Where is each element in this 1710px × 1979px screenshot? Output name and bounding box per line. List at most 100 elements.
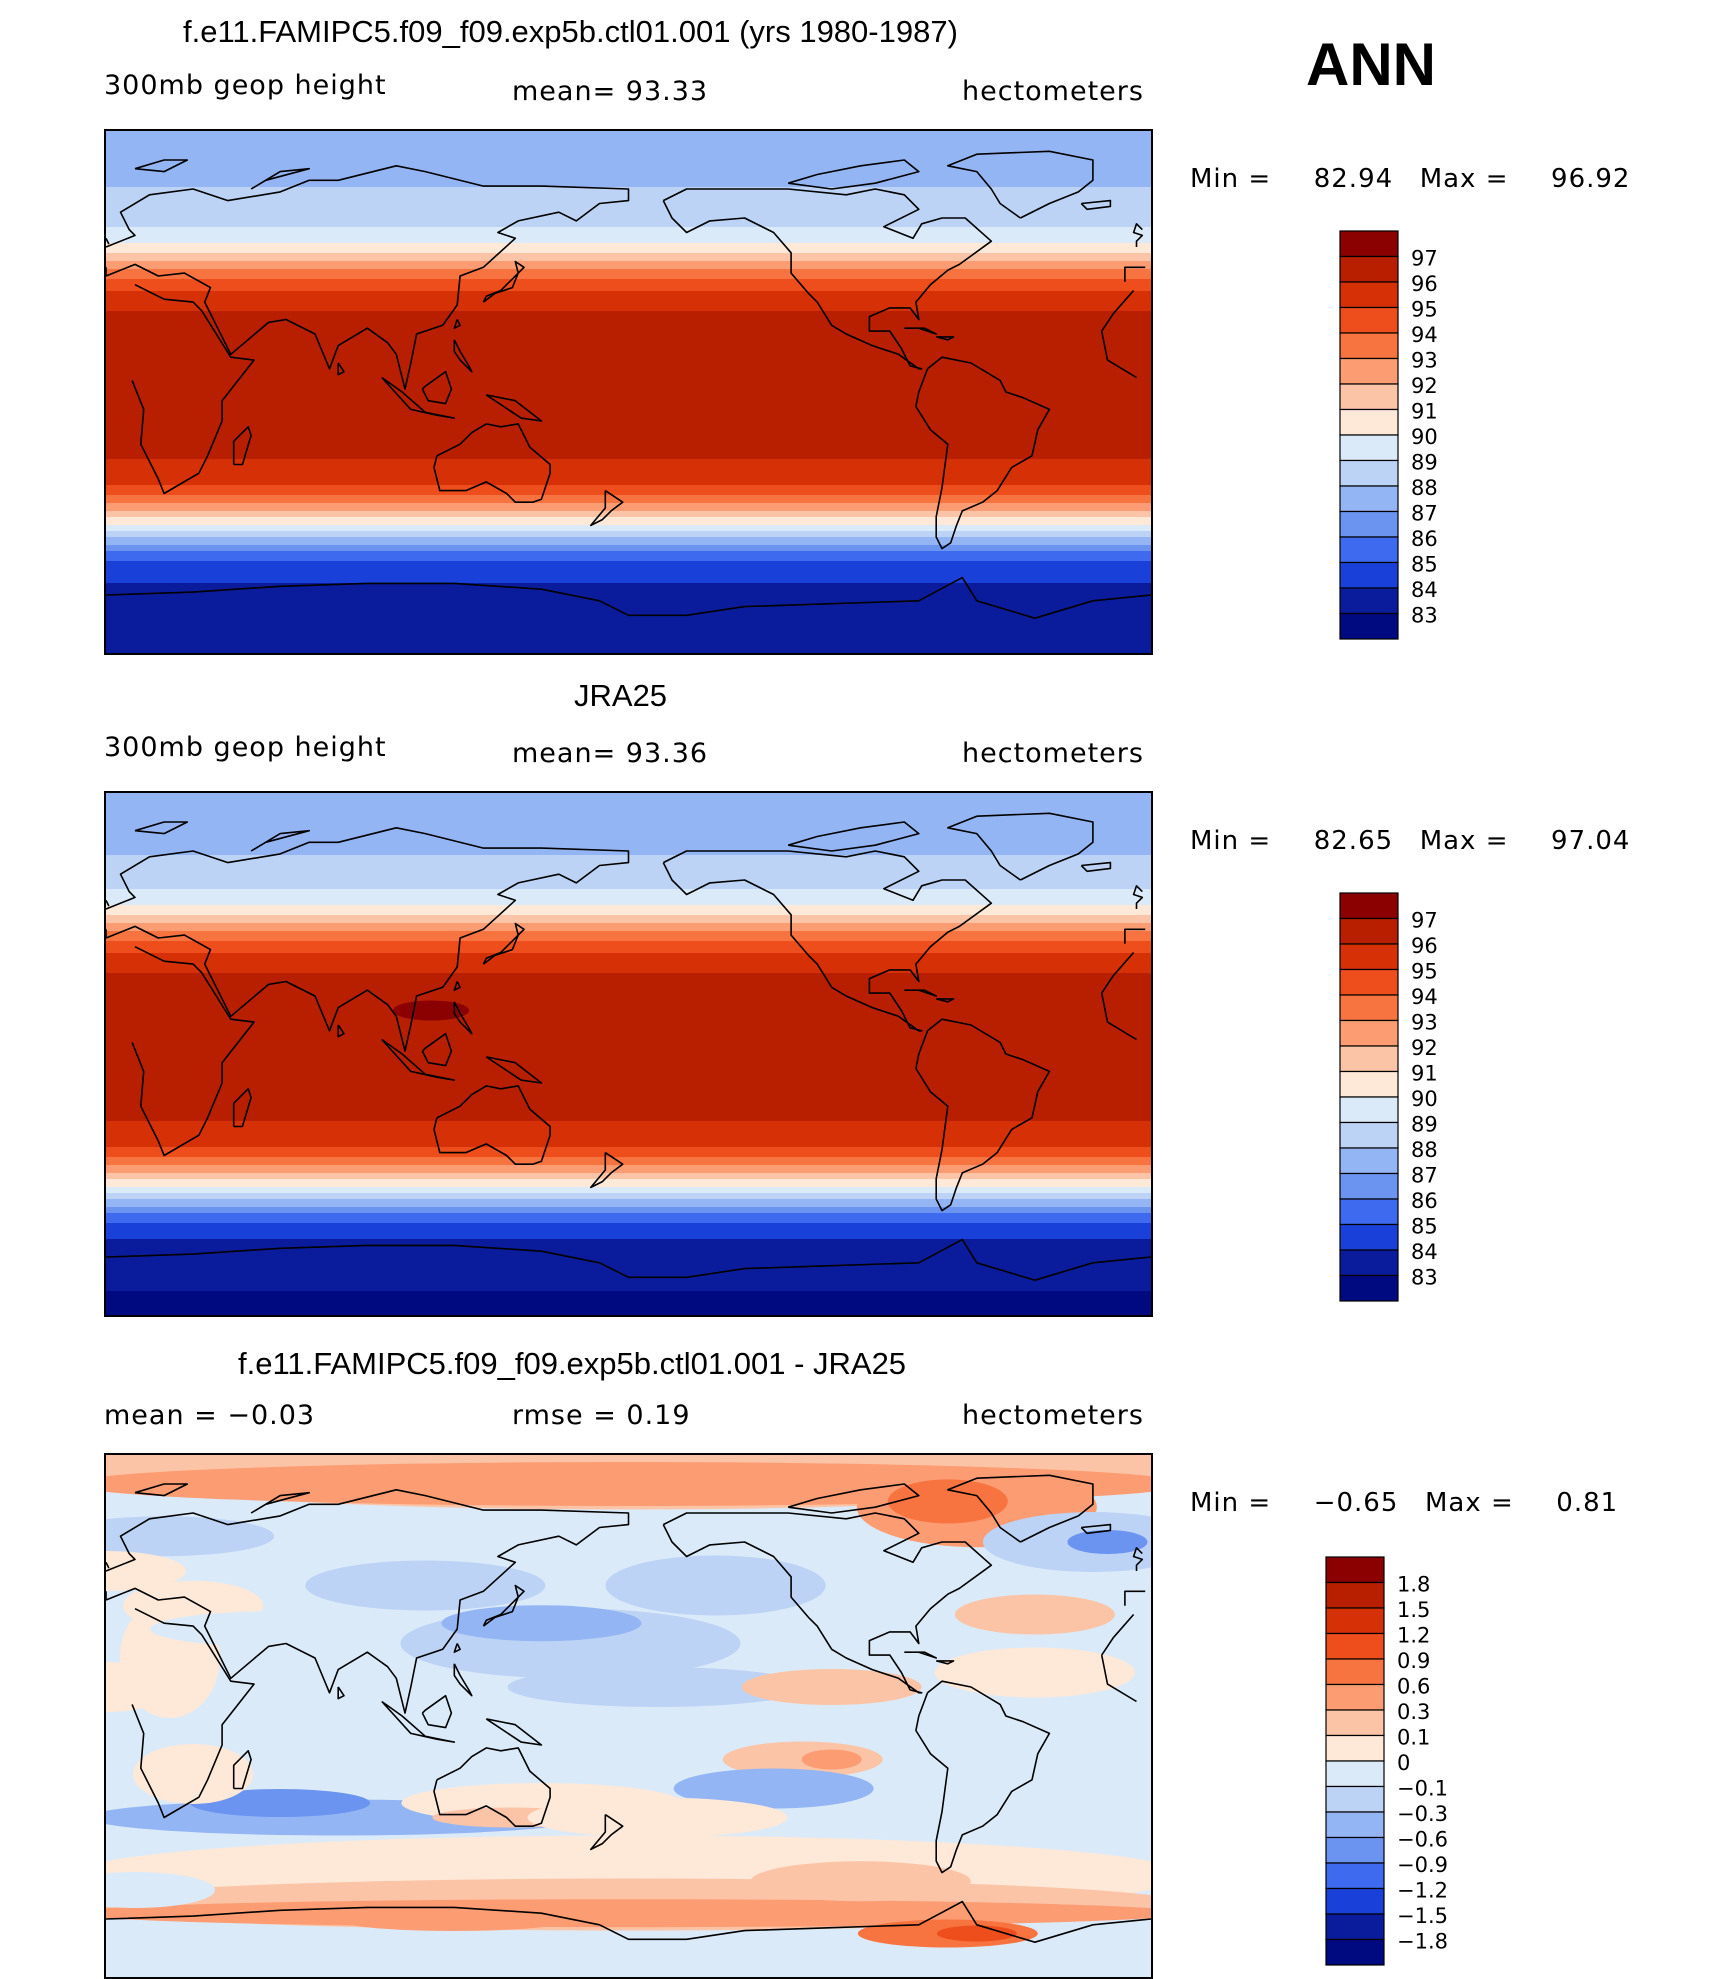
panel-1-map-band <box>106 223 1151 226</box>
panel-1-map-coastline-22 <box>337 362 345 376</box>
panel-2-map-band <box>106 1041 1151 1044</box>
panel-2-map-band <box>106 1293 1151 1296</box>
panel-2-map-band <box>106 1031 1151 1034</box>
panel-1-map-band <box>106 633 1151 636</box>
panel-2-map-band <box>106 907 1151 910</box>
panel-1-map-band <box>106 393 1151 396</box>
panel-1-map-band <box>106 141 1151 144</box>
panel-2-map-band <box>106 869 1151 872</box>
panel-1-map-band <box>106 405 1151 408</box>
panel-1-map-band <box>106 561 1151 564</box>
panel-1-map-band <box>106 249 1151 252</box>
panel-2-map-band <box>106 1125 1151 1128</box>
panel-1-colorbar-swatch-11 <box>1339 510 1399 538</box>
panel-3-colorbar-tick-label: 0.6 <box>1397 1675 1430 1699</box>
panel-2-map-band <box>106 1109 1151 1112</box>
panel-2-map-band <box>106 979 1151 982</box>
panel-2-map-band <box>106 795 1151 798</box>
panel-1-map-band <box>106 355 1151 358</box>
panel-1-map-band <box>106 509 1151 512</box>
panel-1-map-band <box>106 621 1151 624</box>
panel-2-map-coastline-4 <box>662 850 993 1032</box>
panel-2-map-band <box>106 1295 1151 1298</box>
panel-1-map-band <box>106 497 1151 500</box>
panel-2-map-band <box>106 1091 1151 1094</box>
panel-2-map-coastline-13 <box>421 1032 453 1067</box>
panel-2-map-band <box>106 1001 1151 1004</box>
panel-1-map-band <box>106 155 1151 158</box>
panel-2-min-label: Min = <box>1190 826 1272 856</box>
panel-1-map-band <box>106 527 1151 530</box>
panel-1-map-band <box>106 205 1151 208</box>
panel-2-map-band <box>106 1281 1151 1284</box>
panel-1-map-band <box>106 591 1151 594</box>
panel-1-map-band <box>106 209 1151 212</box>
panel-2-map-band <box>106 1149 1151 1152</box>
panel-1-map-band <box>106 637 1151 640</box>
panel-1-map-coastline-4 <box>662 188 993 370</box>
panel-2-map-band <box>106 1247 1151 1250</box>
panel-2-map-band <box>106 909 1151 912</box>
panel-1-map-band <box>106 171 1151 174</box>
panel-1-map-band <box>106 597 1151 600</box>
panel-2-map-band <box>106 1117 1151 1120</box>
panel-2-map-band <box>106 863 1151 866</box>
panel-2-map-band <box>106 1229 1151 1232</box>
panel-1-map-band <box>106 413 1151 416</box>
panel-2-map-band <box>106 1159 1151 1162</box>
panel-1-map-band <box>106 453 1151 456</box>
panel-1-map-band <box>106 307 1151 310</box>
panel-2-map-band <box>106 971 1151 974</box>
panel-1-map-band <box>106 351 1151 354</box>
panel-3-map-anomaly-34 <box>334 1907 575 1931</box>
panel-2-map-band <box>106 1261 1151 1264</box>
panel-2-map-coastline-18 <box>134 821 189 835</box>
panel-1-map-band <box>106 213 1151 216</box>
panel-1-map-band <box>106 581 1151 584</box>
panel-1-map-band <box>106 133 1151 136</box>
panel-1-map-band <box>106 489 1151 492</box>
panel-1-map-band <box>106 369 1151 372</box>
panel-1-map-band <box>106 611 1151 614</box>
panel-1-map-band <box>106 607 1151 610</box>
panel-2-map-band <box>106 945 1151 948</box>
panel-1-map-coastline-7 <box>106 576 1151 619</box>
panel-3-colorbar-tick-label: 1.5 <box>1397 1598 1430 1622</box>
panel-3-colorbar-tick-label: −1.5 <box>1397 1904 1448 1928</box>
panel-3-colorbar-swatch-9 <box>1325 1785 1385 1813</box>
panel-2-colorbar-swatch-13 <box>1339 1223 1399 1251</box>
panel-2-map-band <box>106 1313 1151 1315</box>
panel-1-map-band <box>106 403 1151 406</box>
panel-2-map-band <box>106 1005 1151 1008</box>
panel-2-map-band <box>106 1255 1151 1258</box>
panel-3-map-coastline-15 <box>453 1663 473 1697</box>
panel-2-map-band <box>106 1097 1151 1100</box>
panel-2-map-band <box>106 989 1151 992</box>
panel-1-map-band <box>106 463 1151 466</box>
panel-2-map-band <box>106 1297 1151 1300</box>
panel-1-colorbar-swatch-9 <box>1339 459 1399 487</box>
panel-2-map-band <box>106 987 1151 990</box>
panel-2-map-band <box>106 1225 1151 1228</box>
panel-2-map-coastline-6 <box>947 812 1094 881</box>
panel-1-map-band <box>106 153 1151 156</box>
panel-2-map-band <box>106 1215 1151 1218</box>
panel-2-map-band <box>106 1311 1151 1314</box>
panel-1-map-band <box>106 289 1151 292</box>
panel-2-colorbar-swatch-11 <box>1339 1172 1399 1200</box>
panel-2-map-band <box>106 1227 1151 1230</box>
panel-2-map-band <box>106 917 1151 920</box>
panel-1-map <box>104 129 1153 655</box>
panel-1-map-band <box>106 227 1151 230</box>
panel-1-map-band <box>106 575 1151 578</box>
panel-2-map-band <box>106 947 1151 950</box>
panel-1-map-band <box>106 357 1151 360</box>
panel-2-map-coastline-10 <box>232 1088 252 1128</box>
panel-1-map-coastline-3 <box>433 423 551 503</box>
panel-2-map-band <box>106 1123 1151 1126</box>
panel-1-map-band <box>106 235 1151 238</box>
panel-2-map-band <box>106 1285 1151 1288</box>
panel-1-map-band <box>106 533 1151 536</box>
panel-1-map-coastline-15 <box>453 339 473 373</box>
panel-1-map-band <box>106 377 1151 380</box>
